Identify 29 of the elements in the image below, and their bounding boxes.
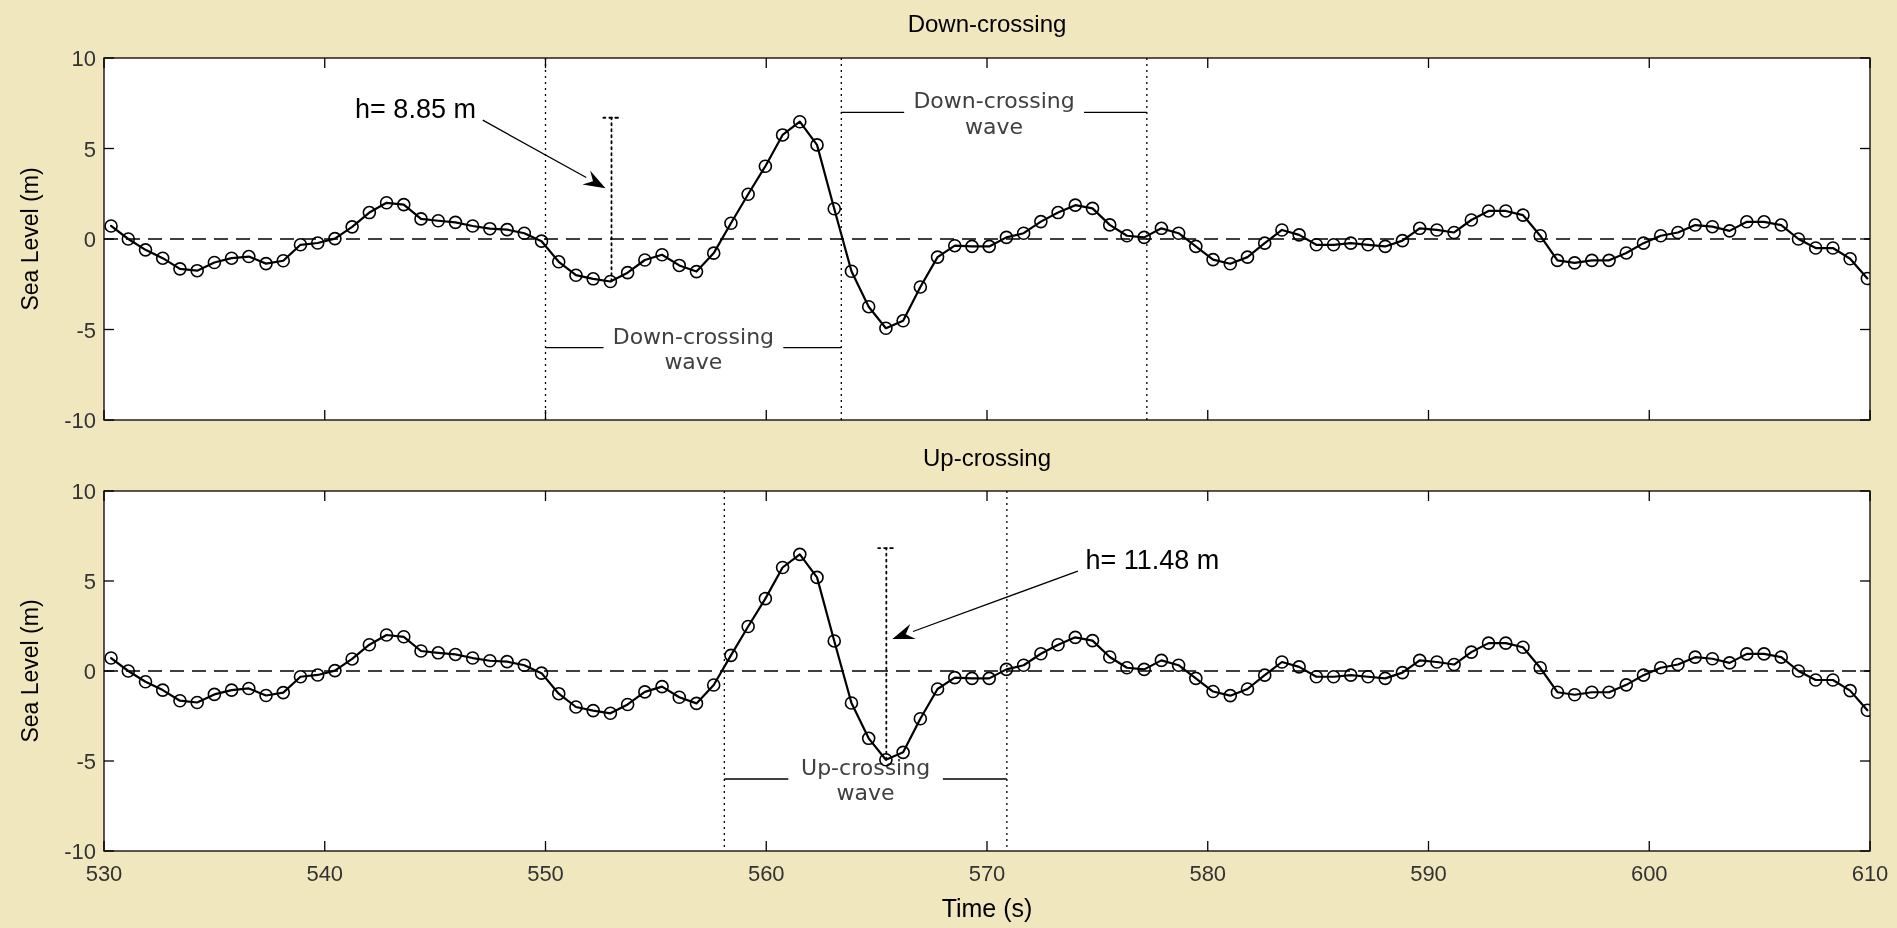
- x-tick-label: 550: [527, 861, 564, 886]
- y-tick-label: -10: [64, 408, 96, 433]
- y-tick-label: 10: [71, 46, 96, 71]
- x-tick-label: 600: [1630, 861, 1668, 886]
- y-tick-label: -5: [76, 317, 96, 343]
- x-tick-label: 560: [747, 861, 785, 886]
- chart-title: Up-crossing: [922, 444, 1052, 471]
- x-tick-label: 570: [968, 861, 1006, 886]
- y-tick-label: 0: [83, 659, 96, 684]
- x-tick-label: 590: [1410, 861, 1447, 886]
- y-tick-label: 0: [83, 227, 96, 252]
- annotation: Down-crossing wave: [913, 88, 1075, 139]
- y-tick-label: -5: [76, 749, 96, 774]
- x-tick-label: 530: [85, 861, 123, 886]
- chart-title: Down-crossing: [907, 10, 1067, 37]
- annotation: h= 11.48 m: [1085, 545, 1220, 576]
- y-tick-label: 5: [83, 136, 96, 162]
- y-tick-label: 5: [83, 569, 96, 594]
- annotation: h= 8.85 m: [355, 94, 476, 125]
- x-tick-label: 580: [1189, 861, 1227, 886]
- x-tick-label: 610: [1851, 861, 1889, 886]
- x-tick-label: 540: [306, 861, 344, 886]
- x-axis-title: Time (s): [941, 894, 1033, 922]
- annotation: Up-crossing wave: [801, 755, 931, 806]
- y-tick-label: 10: [71, 479, 96, 504]
- y-axis-title: Sea Level (m): [17, 167, 43, 311]
- annotation: Down-crossing wave: [612, 323, 775, 374]
- y-axis-title: Sea Level (m): [17, 599, 43, 743]
- y-tick-label: -10: [64, 839, 96, 864]
